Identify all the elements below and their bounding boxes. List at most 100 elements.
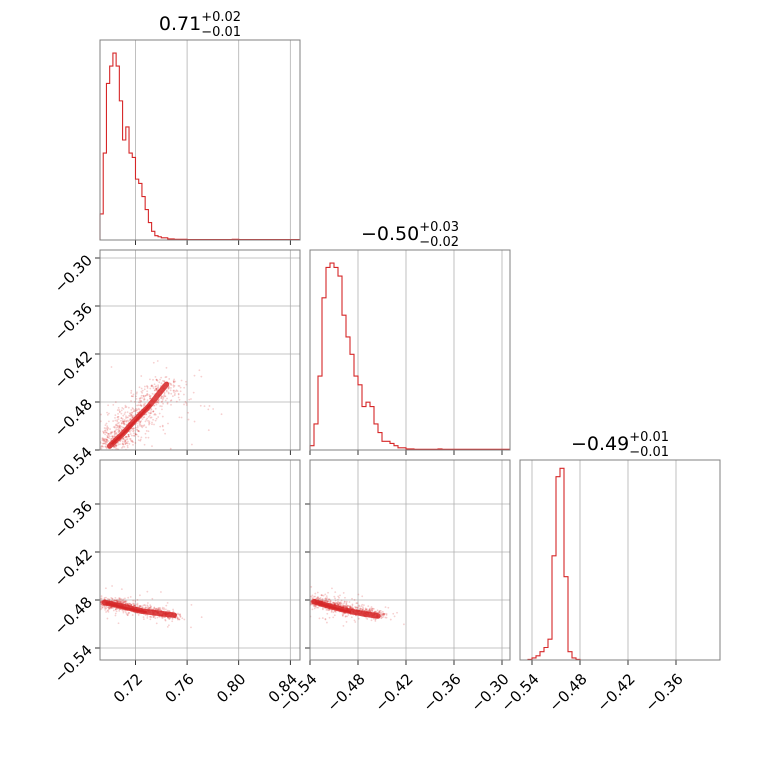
scatter-point — [136, 599, 139, 601]
scatter-point — [351, 604, 354, 607]
scatter-point — [122, 420, 125, 423]
x-tick-label: −0.42 — [372, 670, 417, 715]
scatter-point — [351, 597, 353, 600]
scatter-point — [342, 605, 345, 608]
scatter-point — [320, 598, 322, 601]
scatter-point — [144, 606, 147, 609]
scatter-point — [114, 599, 117, 602]
scatter-point — [140, 394, 143, 397]
scatter-point — [124, 602, 127, 605]
scatter-point — [163, 380, 166, 383]
scatter-point — [102, 439, 105, 442]
scatter-point — [325, 608, 328, 611]
scatter-point — [326, 600, 329, 603]
scatter-point — [392, 612, 395, 615]
scatter-point — [107, 609, 110, 612]
scatter-point — [159, 425, 162, 428]
scatter-point — [135, 603, 138, 606]
scatter-point — [163, 380, 166, 383]
scatter-point — [108, 607, 111, 610]
scatter-point — [185, 383, 188, 386]
scatter-point — [149, 397, 151, 400]
scatter-point — [110, 451, 112, 453]
scatter-point — [364, 608, 367, 611]
scatter-point — [327, 600, 330, 603]
scatter-point — [114, 431, 116, 434]
scatter-point — [106, 411, 108, 414]
scatter-point — [111, 599, 114, 602]
scatter-point — [145, 413, 148, 415]
scatter-point — [127, 602, 130, 605]
scatter-point — [185, 402, 188, 405]
scatter-point — [178, 385, 181, 387]
scatter-point — [170, 399, 173, 402]
scatter-point — [97, 602, 99, 604]
scatter-point — [107, 404, 110, 407]
scatter-point — [146, 394, 148, 397]
scatter-point — [131, 395, 133, 398]
scatter-point — [141, 424, 143, 427]
scatter-point — [322, 600, 325, 602]
scatter-point — [190, 603, 193, 606]
scatter-point — [179, 390, 182, 393]
scatter-point — [93, 443, 95, 445]
scatter-point — [129, 414, 132, 417]
scatter-point — [338, 602, 341, 605]
scatter-point — [141, 391, 144, 394]
scatter-point — [350, 606, 352, 609]
histogram-step-line — [309, 262, 510, 450]
scatter-point — [128, 611, 131, 614]
scatter-point — [336, 602, 339, 605]
scatter-point — [134, 433, 137, 436]
scatter-point — [138, 430, 141, 433]
scatter-point — [146, 385, 148, 387]
scatter-point — [344, 596, 346, 599]
scatter-point — [102, 432, 105, 434]
scatter-point — [107, 606, 109, 609]
scatter-point — [106, 453, 108, 455]
scatter-point — [98, 454, 100, 456]
scatter-point — [151, 423, 153, 426]
scatter-point — [121, 601, 124, 603]
scatter-point — [147, 607, 150, 610]
scatter-point — [129, 433, 132, 435]
scatter-point — [144, 385, 146, 388]
scatter-point — [118, 600, 121, 603]
scatter-point — [118, 411, 121, 414]
scatter-point — [341, 613, 344, 616]
scatter-point — [330, 611, 333, 613]
scatter-point — [152, 404, 155, 407]
scatter-point — [109, 431, 112, 434]
scatter-point — [122, 420, 125, 423]
scatter-point — [130, 603, 133, 606]
y-tick-label: −0.30 — [51, 251, 96, 296]
scatter-point — [113, 430, 116, 433]
scatter-point — [137, 429, 140, 432]
scatter-point — [100, 604, 103, 607]
scatter-point — [147, 436, 150, 439]
scatter-point — [116, 420, 119, 423]
scatter-point — [121, 426, 124, 429]
scatter-point — [344, 615, 347, 618]
scatter-point — [103, 605, 106, 608]
scatter-point — [118, 597, 121, 600]
scatter-point — [137, 430, 140, 433]
scatter-point — [96, 607, 98, 609]
scatter-point — [82, 432, 84, 434]
scatter-point — [100, 603, 102, 606]
scatter-point — [329, 601, 332, 604]
scatter-point — [93, 602, 95, 604]
scatter-point — [354, 605, 357, 608]
scatter-point — [155, 385, 158, 388]
scatter-point — [123, 438, 125, 441]
scatter-point — [106, 426, 109, 429]
scatter-point — [167, 387, 170, 390]
scatter-point — [113, 599, 116, 601]
scatter-point — [143, 397, 146, 400]
title-upper-error: +0.01 — [629, 430, 669, 445]
scatter-point — [142, 403, 145, 406]
scatter-point — [359, 607, 362, 610]
scatter-point — [393, 615, 396, 618]
scatter-point — [370, 609, 373, 612]
